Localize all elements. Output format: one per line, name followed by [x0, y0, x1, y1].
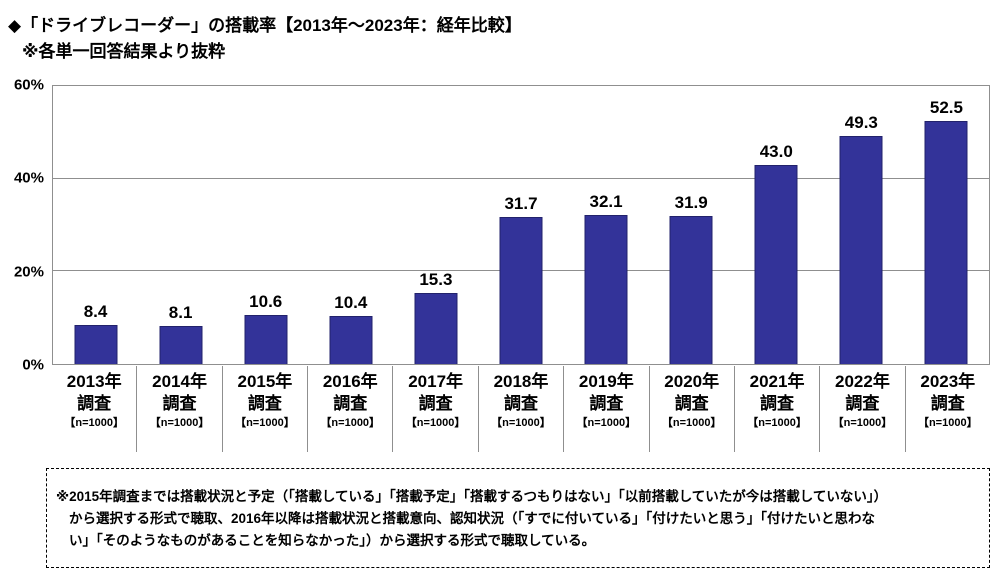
x-axis-label: 2022年調査【n=1000】 — [820, 366, 906, 452]
x-label-year: 2013年 — [66, 372, 122, 391]
x-axis-label: 2014年調査【n=1000】 — [137, 366, 223, 452]
bar — [244, 314, 288, 364]
x-label-survey: 調査 — [503, 394, 538, 413]
x-label-n: 【n=1000】 — [64, 417, 124, 429]
footnote-line: い」「そのようなものがあることを知らなかった」）から選択する形式で聴取している。 — [69, 533, 596, 548]
x-label-n: 【n=1000】 — [747, 417, 807, 429]
bar — [669, 216, 713, 364]
chart-subtitle: ※各単一回答結果より抜粋 — [22, 42, 226, 61]
bar-slot: 10.4 — [308, 86, 393, 364]
x-axis-label: 2020年調査【n=1000】 — [650, 366, 735, 452]
x-label-survey: 調査 — [77, 394, 112, 413]
bar-value-label: 8.1 — [168, 303, 193, 323]
bar — [839, 135, 883, 364]
x-label-survey: 調査 — [418, 394, 453, 413]
y-axis: 0% 20% 40% 60% — [0, 77, 48, 374]
y-tick-label: 40% — [13, 169, 44, 187]
bar-value-label: 8.4 — [83, 302, 108, 322]
bar-value-label: 15.3 — [419, 270, 453, 290]
bar-value-label: 10.4 — [334, 292, 368, 312]
x-axis-label: 2013年調査【n=1000】 — [52, 366, 138, 452]
y-tick-label: 0% — [22, 356, 44, 374]
x-label-year: 2019年 — [578, 372, 634, 391]
bar-value-label: 31.7 — [504, 194, 538, 214]
bar-slot: 8.1 — [138, 86, 223, 364]
bar-slot: 31.9 — [649, 86, 734, 364]
y-tick-label: 60% — [13, 76, 44, 94]
bar — [499, 217, 543, 364]
y-tick-label: 20% — [13, 263, 44, 281]
bar-slot: 31.7 — [478, 86, 563, 364]
x-label-n: 【n=1000】 — [149, 417, 210, 429]
x-label-year: 2022年 — [835, 372, 890, 391]
bar-value-label: 32.1 — [589, 192, 623, 212]
x-label-n: 【n=1000】 — [576, 417, 637, 429]
bar-value-label: 52.5 — [929, 97, 963, 117]
chart-title: ◆「ドライブレコーダー」の搭載率【2013年～2023年：経年比較】 — [8, 16, 522, 35]
x-label-n: 【n=1000】 — [491, 417, 551, 429]
x-label-year: 2016年 — [322, 372, 378, 391]
x-label-n: 【n=1000】 — [405, 417, 466, 429]
x-label-year: 2018年 — [493, 372, 549, 391]
x-axis-label: 2015年調査【n=1000】 — [223, 366, 309, 452]
x-axis-label: 2019年調査【n=1000】 — [564, 366, 650, 452]
bar-value-label: 49.3 — [844, 112, 878, 132]
x-label-n: 【n=1000】 — [235, 417, 295, 429]
x-axis: 2013年 調査 【n=1000】 2014年 調査 【n=1000】 2015年 調査 【n=… — [52, 366, 990, 452]
x-label-survey: 調査 — [674, 394, 709, 413]
bar-slot: 32.1 — [564, 86, 649, 364]
plot-area: 8.4 8.1 10.6 10.4 15.3 31.7 32.1 31.9 43.0 49.3 52… — [52, 85, 990, 365]
x-axis-label: 2017年調査【n=1000】 — [393, 366, 479, 452]
footnote-box: ※2015年調査までは搭載状況と予定（「搭載している」「搭載予定」「搭載するつも… — [46, 468, 990, 568]
x-label-survey: 調査 — [162, 394, 197, 413]
bar-slot: 52.5 — [904, 86, 989, 364]
x-label-survey: 調査 — [333, 394, 368, 413]
footnote-line: から選択する形式で聴取、2016年以降は搭載状況と搭載意向、認知状況（「すでに付… — [69, 511, 876, 526]
bar-slot: 10.6 — [223, 86, 308, 364]
bar-value-label: 10.6 — [249, 291, 283, 311]
x-axis-label: 2016年調査【n=1000】 — [308, 366, 394, 452]
bar — [414, 293, 458, 364]
x-label-survey: 調査 — [589, 394, 624, 413]
bar-slot: 8.4 — [53, 86, 138, 364]
x-label-year: 2017年 — [408, 372, 464, 391]
x-label-year: 2014年 — [152, 372, 207, 391]
footnote-line: ※2015年調査までは搭載状況と予定（「搭載している」「搭載予定」「搭載するつも… — [56, 489, 888, 504]
x-label-survey: 調査 — [760, 394, 795, 413]
x-label-year: 2020年 — [664, 372, 720, 391]
gridline — [53, 177, 989, 179]
bar-slot: 49.3 — [819, 86, 904, 364]
x-label-survey: 調査 — [930, 394, 965, 413]
x-label-n: 【n=1000】 — [661, 417, 722, 429]
x-label-n: 【n=1000】 — [320, 417, 381, 429]
bar — [924, 120, 968, 364]
bar — [584, 215, 628, 364]
x-axis-label: 2021年調査【n=1000】 — [735, 366, 821, 452]
bar — [159, 326, 203, 364]
bar — [329, 315, 373, 364]
x-label-n: 【n=1000】 — [917, 417, 978, 429]
bar — [754, 164, 798, 364]
bar-value-label: 43.0 — [759, 141, 793, 161]
x-label-survey: 調査 — [247, 394, 282, 413]
bar-value-label: 31.9 — [674, 193, 708, 213]
x-label-year: 2023年 — [920, 372, 976, 391]
bar-slot: 15.3 — [393, 86, 478, 364]
bar — [74, 325, 118, 364]
x-label-survey: 調査 — [845, 394, 880, 413]
x-label-year: 2021年 — [749, 372, 805, 391]
bar-slot: 43.0 — [734, 86, 819, 364]
x-axis-label: 2018年調査【n=1000】 — [479, 366, 565, 452]
x-axis-label: 2023年調査【n=1000】 — [906, 366, 990, 452]
x-label-year: 2015年 — [237, 372, 293, 391]
x-label-n: 【n=1000】 — [832, 417, 893, 429]
